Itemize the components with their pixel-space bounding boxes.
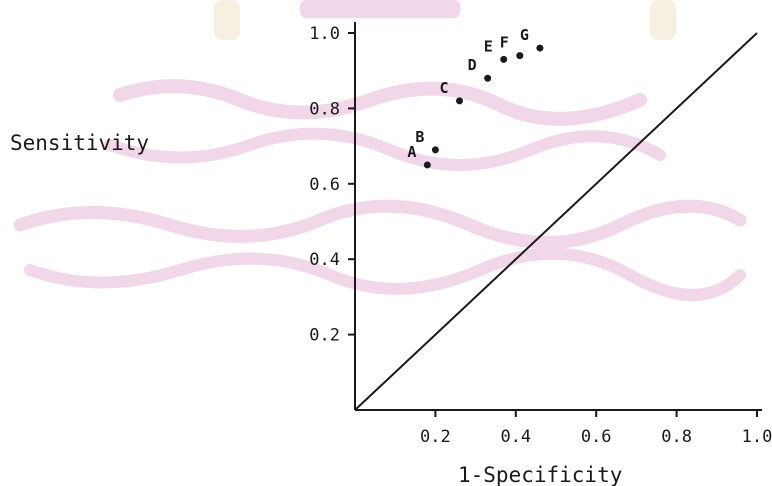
y-axis-title: Sensitivity: [10, 131, 149, 155]
chart-axes: [354, 22, 762, 411]
point-label-c: C: [439, 79, 448, 97]
point-label-a: A: [407, 143, 416, 161]
x-tick-label: 1.0: [742, 427, 772, 447]
data-point-a: [423, 161, 431, 169]
x-tick-label: 0.6: [581, 427, 612, 447]
x-axis-ticks: 0.2 0.4 0.6 0.8 1.0: [420, 410, 772, 447]
data-point-c: [456, 97, 464, 105]
x-tick-label: 0.8: [661, 427, 692, 447]
x-tick-label: 0.2: [420, 427, 451, 447]
y-tick-label: 1.0: [309, 24, 340, 44]
point-label-d: D: [468, 56, 477, 74]
data-point-g: [536, 44, 544, 52]
reference-diagonal-line: [354, 32, 758, 411]
point-label-f: F: [500, 34, 509, 52]
data-point-d: [484, 74, 492, 82]
data-point-e: [500, 55, 508, 63]
data-point-f: [516, 52, 524, 60]
y-tick-label: 0.2: [309, 326, 340, 346]
x-axis-title: 1-Specificity: [458, 463, 622, 486]
data-point-b: [431, 146, 439, 154]
y-tick-label: 0.4: [309, 250, 340, 270]
point-label-e: E: [484, 37, 493, 55]
x-tick-label: 0.4: [500, 427, 531, 447]
y-axis-ticks: 0.2 0.4 0.6 0.8 1.0: [309, 24, 355, 346]
point-label-b: B: [415, 128, 424, 146]
y-tick-label: 0.8: [309, 99, 340, 119]
data-points: AB C DE F G: [407, 26, 544, 169]
y-tick-label: 0.6: [309, 175, 340, 195]
point-label-g: G: [520, 26, 529, 44]
